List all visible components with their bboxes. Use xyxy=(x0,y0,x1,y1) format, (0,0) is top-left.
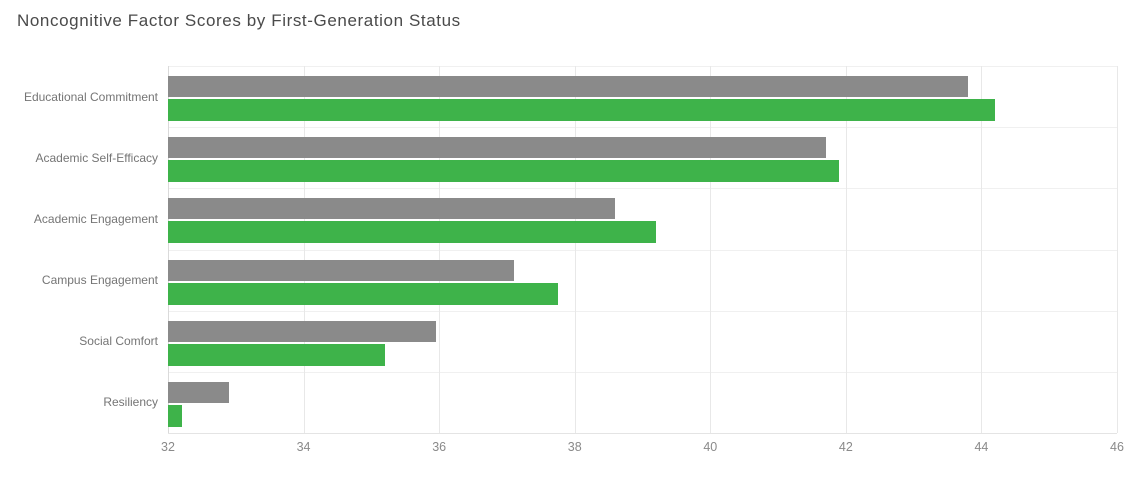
vertical-gridline xyxy=(439,66,441,433)
x-tick-label: 32 xyxy=(161,440,175,454)
vertical-gridline xyxy=(981,66,983,433)
x-tick-label: 44 xyxy=(974,440,989,454)
vertical-gridline xyxy=(1117,66,1118,433)
x-tick-label: 36 xyxy=(432,440,447,454)
y-category-label: Academic Engagement xyxy=(33,211,158,226)
vertical-gridline xyxy=(710,66,712,433)
band-separator-line xyxy=(168,371,1117,373)
gray-bar xyxy=(168,137,826,159)
gray-bar xyxy=(168,320,436,342)
green-bar xyxy=(168,221,657,244)
y-category-label: Academic Self-Efficacy xyxy=(35,150,159,165)
vertical-gridline xyxy=(845,66,847,433)
x-tick-label: 40 xyxy=(703,440,718,454)
chart-title: Noncognitive Factor Scores by First-Gene… xyxy=(17,11,461,30)
green-bar xyxy=(168,343,385,366)
y-category-label: Social Comfort xyxy=(79,334,158,349)
green-bar xyxy=(168,160,840,183)
x-tick-label: 34 xyxy=(296,440,311,454)
y-axis-line xyxy=(168,66,169,433)
green-bar xyxy=(168,282,558,305)
band-separator-line xyxy=(168,249,1117,251)
gray-bar xyxy=(168,381,229,403)
x-tick-label: 42 xyxy=(838,440,853,454)
vertical-gridline xyxy=(574,66,576,433)
y-category-label: Campus Engagement xyxy=(41,273,158,288)
y-category-label: Resiliency xyxy=(103,395,158,410)
gray-bar xyxy=(168,76,968,97)
x-tick-label: 46 xyxy=(1110,440,1124,454)
x-tick-label: 38 xyxy=(567,440,582,454)
band-separator-line xyxy=(168,188,1117,190)
green-bar xyxy=(168,404,182,427)
x-axis-line xyxy=(168,433,1117,434)
vertical-gridline xyxy=(303,66,305,433)
band-separator-line xyxy=(168,127,1117,129)
gray-bar xyxy=(168,259,514,281)
y-category-label: Educational Commitment xyxy=(23,89,158,104)
band-separator-line xyxy=(168,310,1117,312)
gray-bar xyxy=(168,198,616,220)
green-bar xyxy=(168,99,995,121)
band-separator-line xyxy=(168,66,1117,67)
plot-area xyxy=(168,66,1118,434)
